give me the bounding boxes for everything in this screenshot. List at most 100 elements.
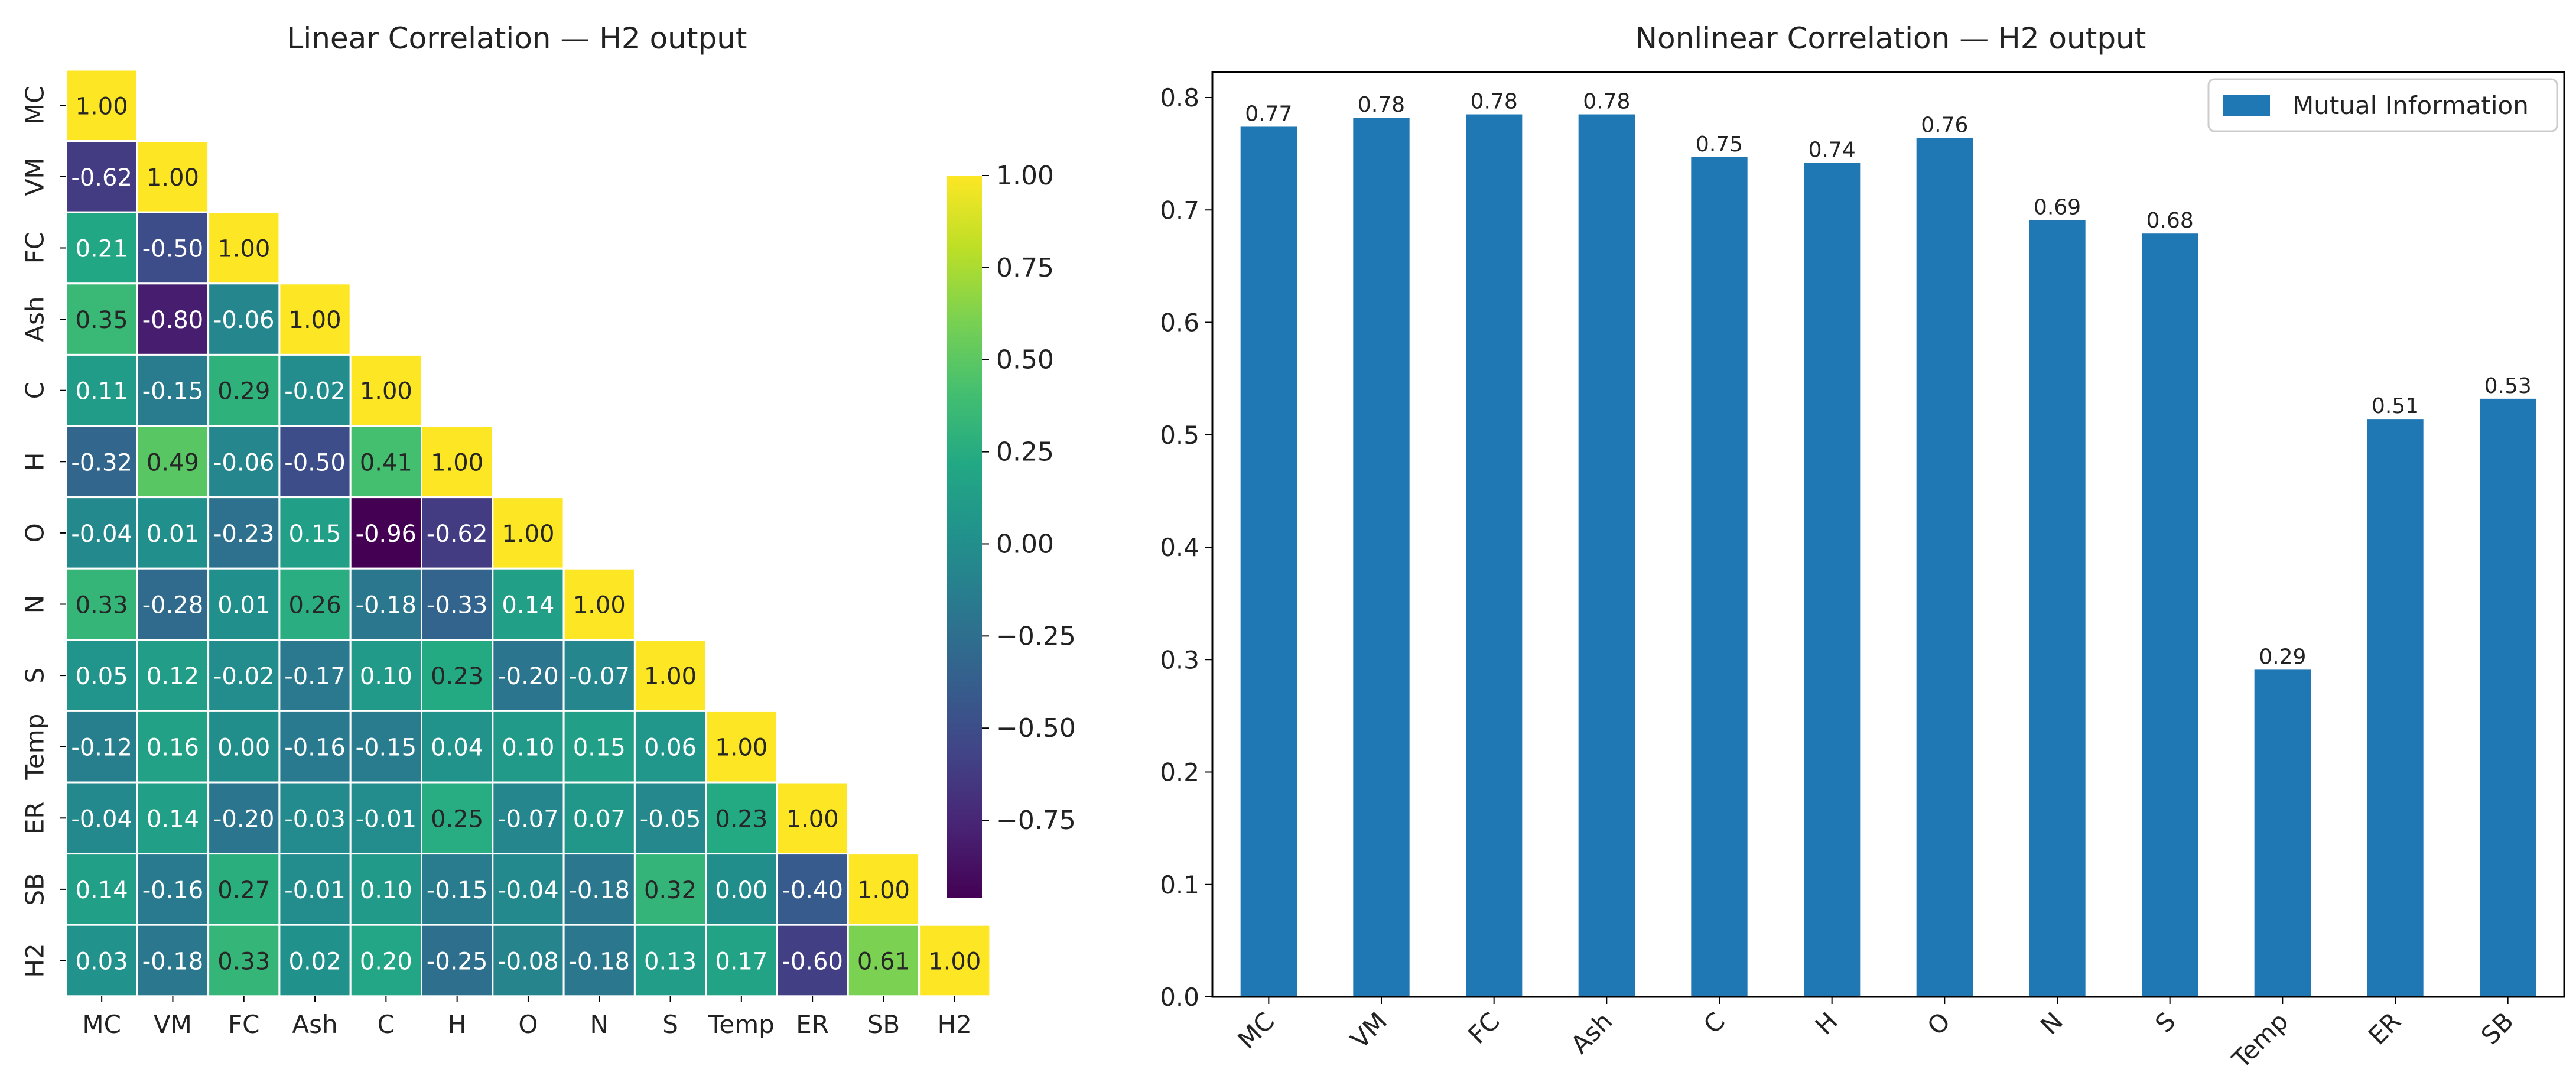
heatmap-cell-label-er-o: -0.07 bbox=[497, 805, 559, 833]
heatmap-cell-label-n-ash: 0.26 bbox=[289, 592, 341, 619]
heatmap-cell-h2-o bbox=[492, 924, 565, 997]
heatmap-cell-sb-vm bbox=[136, 853, 210, 926]
heatmap-cell-label-s-fc: -0.02 bbox=[213, 663, 275, 690]
heatmap-y-label-temp: Temp bbox=[21, 714, 50, 781]
heatmap-cell-label-s-o: -0.20 bbox=[497, 663, 559, 690]
heatmap-cell-sb-n bbox=[562, 853, 636, 926]
heatmap-cell-h2-fc bbox=[207, 924, 281, 997]
heatmap-cell-temp-h bbox=[421, 710, 494, 784]
heatmap-cell-h-fc bbox=[207, 425, 281, 499]
bar-x-label-vm: VM bbox=[1345, 1006, 1393, 1054]
bar-h bbox=[1804, 162, 1861, 997]
heatmap-y-label-s: S bbox=[21, 668, 50, 684]
heatmap-cell-label-sb-h: -0.15 bbox=[427, 877, 488, 904]
heatmap-cell-label-vm-vm: 1.00 bbox=[147, 164, 199, 191]
bar-x-label-h: H bbox=[1810, 1006, 1843, 1040]
bar-value-label-n: 0.69 bbox=[2034, 195, 2081, 219]
heatmap-cell-label-n-mc: 0.33 bbox=[76, 592, 128, 619]
heatmap-cell-sb-s bbox=[633, 853, 707, 926]
heatmap-panel: Linear Correlation — H2 output 1.00 -0.62… bbox=[21, 21, 991, 1039]
bar-sb bbox=[2480, 398, 2536, 997]
bar-x-label-c: C bbox=[1698, 1006, 1731, 1039]
heatmap-cell-label-h2-c: 0.20 bbox=[360, 948, 412, 976]
heatmap-cell-o-h bbox=[421, 496, 494, 570]
heatmap-cell-label-o-c: -0.96 bbox=[356, 521, 417, 548]
heatmap-cell-sb-sb bbox=[847, 853, 921, 926]
colorbar: 1.00 0.75 0.50 0.25 0.00 −0.25 −0.50 −0.75 bbox=[947, 161, 1076, 898]
bar-series: 0.77 0.78 0.78 0.78 0.75 0.74 0.76 0.69 0.68 0.29… bbox=[1240, 90, 2536, 997]
heatmap-cell-label-s-s: 1.00 bbox=[644, 663, 697, 690]
heatmap-y-label-n: N bbox=[21, 595, 50, 613]
heatmap-cell-label-h2-n: -0.18 bbox=[569, 948, 630, 976]
heatmap-cell-label-temp-fc: 0.00 bbox=[217, 734, 270, 762]
heatmap-cell-label-c-fc: 0.29 bbox=[217, 378, 270, 405]
colorbar-tick-label-7: −0.75 bbox=[996, 805, 1076, 836]
heatmap-cell-label-h2-o: -0.08 bbox=[497, 948, 559, 976]
heatmap-title: Linear Correlation — H2 output bbox=[287, 21, 747, 56]
heatmap-cell-sb-h bbox=[421, 853, 494, 926]
heatmap-cell-label-n-o: 0.14 bbox=[502, 592, 554, 619]
heatmap-cell-label-sb-vm: -0.16 bbox=[142, 877, 204, 904]
bar-temp bbox=[2254, 670, 2311, 997]
bar-ash bbox=[1578, 114, 1635, 997]
heatmap-cell-temp-temp bbox=[705, 710, 778, 784]
heatmap-x-label-sb: SB bbox=[867, 1010, 900, 1039]
heatmap-x-label-o: O bbox=[518, 1010, 538, 1039]
heatmap-cell-label-temp-temp: 1.00 bbox=[715, 734, 767, 762]
colorbar-tick-label-4: 0.00 bbox=[996, 529, 1054, 559]
bar-value-label-mc: 0.77 bbox=[1245, 102, 1292, 126]
bar-value-label-temp: 0.29 bbox=[2259, 645, 2306, 669]
heatmap-cell-label-h-c: 0.41 bbox=[360, 449, 412, 476]
heatmap-cell-label-fc-vm: -0.50 bbox=[142, 236, 204, 263]
heatmap-x-label-fc: FC bbox=[228, 1010, 259, 1039]
heatmap-cell-n-mc bbox=[65, 567, 138, 641]
bar-y-tick-label-1: 0.1 bbox=[1160, 870, 1199, 899]
colorbar-tick-label-0: 1.00 bbox=[996, 161, 1054, 191]
heatmap-cell-label-sb-c: 0.10 bbox=[360, 877, 412, 904]
heatmap-cell-h2-n bbox=[562, 924, 636, 997]
heatmap-cell-label-h2-er: -0.60 bbox=[782, 948, 843, 976]
bar-value-label-er: 0.51 bbox=[2372, 394, 2419, 418]
bar-value-label-h: 0.74 bbox=[1809, 138, 1856, 162]
bar-chart-title: Nonlinear Correlation — H2 output bbox=[1635, 21, 2146, 56]
heatmap-cell-temp-fc bbox=[207, 710, 281, 784]
heatmap-cell-sb-er bbox=[776, 853, 849, 926]
heatmap-cell-label-o-o: 1.00 bbox=[502, 521, 554, 548]
heatmap-cell-temp-vm bbox=[136, 710, 210, 784]
heatmap-cell-label-h2-sb: 0.61 bbox=[857, 948, 910, 976]
bar-o bbox=[1916, 138, 1973, 997]
bar-value-label-sb: 0.53 bbox=[2484, 374, 2532, 398]
heatmap-cell-label-h2-h2: 1.00 bbox=[928, 948, 981, 976]
heatmap-cell-label-h-ash: -0.50 bbox=[284, 449, 346, 476]
heatmap-cell-o-o bbox=[492, 496, 565, 570]
heatmap-cell-label-vm-mc: -0.62 bbox=[71, 164, 132, 191]
heatmap-cell-label-sb-n: -0.18 bbox=[569, 877, 630, 904]
heatmap-cell-c-ash bbox=[278, 353, 352, 427]
heatmap-cell-label-h2-s: 0.13 bbox=[644, 948, 697, 976]
bar-y-tick-label-0: 0.0 bbox=[1160, 983, 1199, 1012]
bar-x-label-temp: Temp bbox=[2226, 1006, 2294, 1074]
heatmap-x-label-h2: H2 bbox=[938, 1010, 972, 1039]
heatmap-cell-label-c-ash: -0.02 bbox=[284, 378, 346, 405]
bar-value-label-vm: 0.78 bbox=[1358, 93, 1405, 117]
heatmap-x-label-ash: Ash bbox=[292, 1010, 337, 1039]
heatmap-cell-label-o-fc: -0.23 bbox=[213, 521, 275, 548]
bar-axes-frame bbox=[1211, 71, 2565, 998]
heatmap-cell-s-s bbox=[633, 639, 707, 712]
heatmap-cell-er-s bbox=[633, 781, 707, 855]
heatmap-cell-h2-mc bbox=[65, 924, 138, 997]
heatmap-cell-label-temp-h: 0.04 bbox=[431, 734, 483, 762]
heatmap-cells: 1.00 -0.62 1.00 0.21 -0.50 1.00 0.35 -0.80 -0.06… bbox=[65, 69, 991, 997]
heatmap-cell-label-h2-fc: 0.33 bbox=[217, 948, 270, 976]
bar-x-label-er: ER bbox=[2363, 1006, 2406, 1050]
legend-swatch bbox=[2223, 95, 2270, 116]
heatmap-cell-label-sb-fc: 0.27 bbox=[217, 877, 270, 904]
bar-value-label-fc: 0.78 bbox=[1471, 90, 1518, 114]
heatmap-cell-label-temp-c: -0.15 bbox=[356, 734, 417, 762]
heatmap-cell-h2-ash bbox=[278, 924, 352, 997]
heatmap-cell-label-s-ash: -0.17 bbox=[284, 663, 346, 690]
heatmap-x-label-er: ER bbox=[796, 1010, 829, 1039]
heatmap-x-label-h: H bbox=[448, 1010, 467, 1039]
colorbar-tick-label-1: 0.75 bbox=[996, 253, 1054, 283]
